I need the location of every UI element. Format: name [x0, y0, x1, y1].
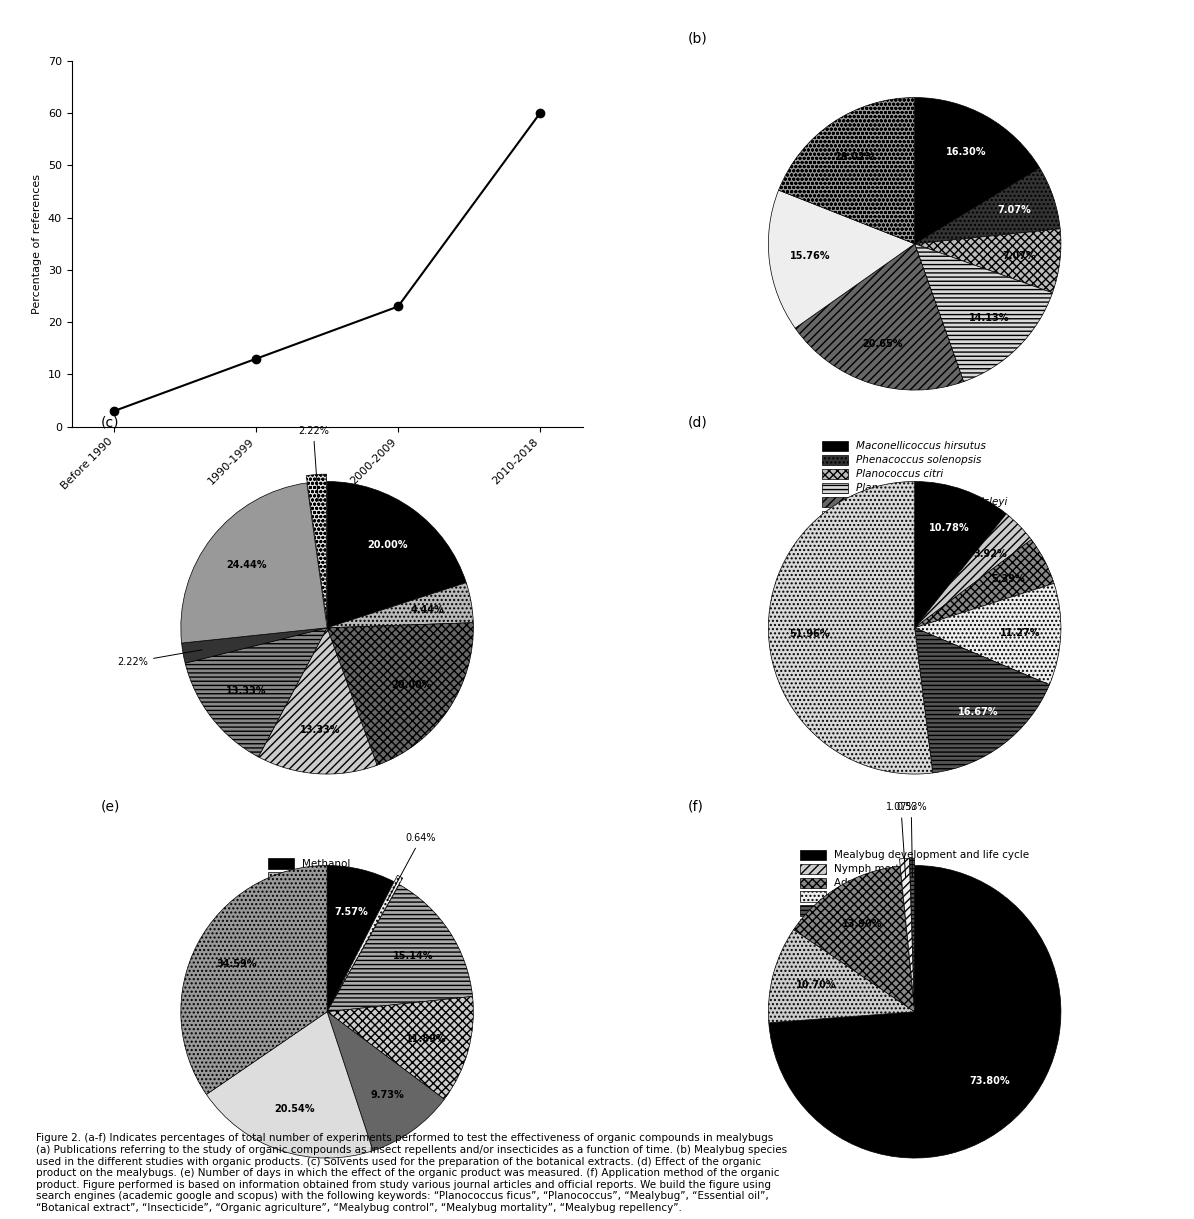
Wedge shape — [327, 885, 473, 1012]
Text: (c): (c) — [100, 416, 119, 429]
Text: 5.39%: 5.39% — [991, 574, 1026, 584]
Wedge shape — [327, 996, 473, 1100]
Text: 13.33%: 13.33% — [300, 725, 340, 735]
Wedge shape — [769, 930, 915, 1023]
Wedge shape — [331, 875, 402, 1006]
Text: 7.07%: 7.07% — [1002, 251, 1036, 261]
Wedge shape — [181, 628, 327, 663]
Wedge shape — [258, 628, 377, 774]
Text: 20.00%: 20.00% — [367, 540, 407, 550]
Y-axis label: Percentage of references: Percentage of references — [32, 174, 42, 313]
Wedge shape — [327, 1012, 444, 1151]
Wedge shape — [915, 482, 1007, 628]
Legend: Maconellicoccus hirsutus, Phenacoccus solenopsis, Planococcus citri, Planococcus: Maconellicoccus hirsutus, Phenacoccus so… — [819, 438, 1010, 539]
X-axis label: Time (years): Time (years) — [283, 497, 371, 511]
Text: 7.07%: 7.07% — [998, 205, 1032, 216]
Wedge shape — [769, 865, 1061, 1158]
Wedge shape — [185, 628, 327, 757]
Wedge shape — [794, 867, 915, 1012]
Wedge shape — [769, 190, 915, 328]
Text: 34.59%: 34.59% — [216, 959, 257, 969]
Text: 11.27%: 11.27% — [999, 628, 1040, 638]
Text: 13.33%: 13.33% — [226, 686, 266, 696]
Wedge shape — [778, 98, 915, 244]
Wedge shape — [306, 474, 327, 620]
Wedge shape — [327, 623, 473, 766]
Text: 20.54%: 20.54% — [275, 1103, 314, 1114]
Text: 0.53%: 0.53% — [896, 802, 927, 878]
Text: 2.22%: 2.22% — [297, 425, 328, 501]
Text: 73.80%: 73.80% — [970, 1076, 1010, 1086]
Text: 24.44%: 24.44% — [226, 560, 266, 569]
Wedge shape — [915, 244, 1052, 382]
Text: 2.22%: 2.22% — [117, 650, 202, 667]
Text: 19.02%: 19.02% — [835, 151, 875, 162]
Wedge shape — [915, 168, 1060, 244]
Wedge shape — [180, 865, 327, 1095]
Legend: Mealybug development and life cycle, Nymph mortality, Adult mortality, Nymph rep: Mealybug development and life cycle, Nym… — [796, 846, 1033, 934]
Wedge shape — [327, 865, 394, 1012]
Wedge shape — [915, 98, 1040, 244]
Wedge shape — [915, 513, 1032, 628]
Text: 16.30%: 16.30% — [946, 147, 986, 157]
Legend: Methanol, Water, Ethyl acetate, Petroleum ether, Acetone, Ethanol, Hexane, Uninf: Methanol, Water, Ethyl acetate, Petroleu… — [265, 855, 389, 970]
Text: 20.65%: 20.65% — [862, 339, 903, 349]
Wedge shape — [915, 229, 1061, 293]
Text: (e): (e) — [100, 800, 119, 813]
Text: 20.00%: 20.00% — [392, 680, 432, 690]
Wedge shape — [915, 540, 1054, 628]
Text: 51.96%: 51.96% — [789, 629, 830, 639]
Text: 14.13%: 14.13% — [968, 313, 1009, 323]
Wedge shape — [915, 584, 1061, 685]
Text: 9.73%: 9.73% — [370, 1090, 404, 1100]
Wedge shape — [207, 1012, 373, 1158]
Text: 0.64%: 0.64% — [388, 833, 436, 900]
Wedge shape — [769, 482, 933, 774]
Text: 1.07%: 1.07% — [886, 802, 916, 878]
Text: 4.44%: 4.44% — [411, 605, 445, 616]
Text: 3.92%: 3.92% — [973, 550, 1007, 560]
Text: 10.78%: 10.78% — [929, 523, 970, 534]
Wedge shape — [180, 483, 327, 644]
Wedge shape — [915, 628, 1050, 773]
Text: 15.76%: 15.76% — [790, 251, 830, 261]
Text: 10.70%: 10.70% — [795, 980, 836, 990]
Wedge shape — [899, 858, 915, 1004]
Text: 13.90%: 13.90% — [842, 919, 882, 929]
Text: (d): (d) — [688, 416, 708, 429]
Text: 7.57%: 7.57% — [334, 907, 368, 917]
Text: Figure 2. (a-f) Indicates percentages of total number of experiments performed t: Figure 2. (a-f) Indicates percentages of… — [36, 1134, 787, 1213]
Text: (f): (f) — [688, 800, 703, 813]
Wedge shape — [327, 583, 473, 628]
Text: 15.14%: 15.14% — [393, 951, 433, 961]
Text: 16.67%: 16.67% — [958, 707, 998, 717]
Text: (b): (b) — [688, 32, 708, 45]
Text: 11.89%: 11.89% — [406, 1034, 447, 1043]
Wedge shape — [795, 244, 964, 390]
Wedge shape — [910, 858, 915, 1004]
Wedge shape — [327, 482, 466, 628]
